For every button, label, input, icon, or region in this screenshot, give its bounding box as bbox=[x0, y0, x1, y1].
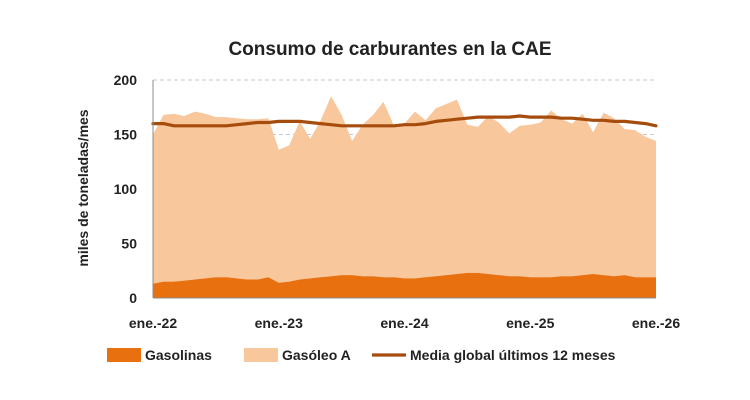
x-tick-label: ene.-23 bbox=[255, 315, 303, 331]
y-tick-label: 150 bbox=[114, 127, 138, 143]
x-tick-label: ene.-24 bbox=[380, 315, 428, 331]
legend-swatch bbox=[244, 348, 278, 362]
legend-gasolinas: Gasolinas bbox=[107, 347, 212, 363]
axes: ene.-22 ene.-23 ene.-24 ene.-25 ene.-26 bbox=[129, 80, 680, 331]
x-tick-label: ene.-26 bbox=[632, 315, 680, 331]
legend-gasoleo-a: Gasóleo A bbox=[244, 347, 351, 363]
legend-label: Gasolinas bbox=[145, 347, 212, 363]
legend-swatch bbox=[107, 348, 141, 362]
legend-label: Media global últimos 12 meses bbox=[410, 347, 616, 363]
legend-label: Gasóleo A bbox=[282, 347, 351, 363]
chart-title: Consumo de carburantes en la CAE bbox=[228, 39, 551, 60]
line-media-global bbox=[151, 114, 658, 128]
legend: Gasolinas Gasóleo A Media global últimos 1… bbox=[107, 347, 616, 363]
y-tick-label: 200 bbox=[114, 72, 138, 88]
area-gasoleo-a bbox=[153, 96, 656, 284]
legend-media-global: Media global últimos 12 meses bbox=[372, 347, 616, 363]
plot-area bbox=[153, 96, 656, 298]
y-tick-label: 100 bbox=[114, 181, 138, 197]
grid: 0 50 100 150 200 bbox=[114, 72, 656, 306]
line-layer bbox=[151, 114, 658, 128]
y-tick-label: 50 bbox=[121, 236, 137, 252]
x-tick-label: ene.-22 bbox=[129, 315, 177, 331]
area-gasolinas bbox=[153, 272, 656, 298]
y-axis-label: miles de toneladas/mes bbox=[75, 109, 91, 266]
y-tick-label: 0 bbox=[129, 290, 137, 306]
x-tick-label: ene.-25 bbox=[506, 315, 554, 331]
